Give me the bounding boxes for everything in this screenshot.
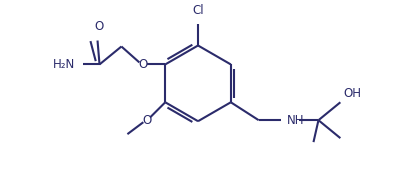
- Text: OH: OH: [343, 87, 361, 100]
- Text: O: O: [94, 19, 103, 32]
- Text: O: O: [143, 114, 152, 127]
- Text: NH: NH: [287, 114, 304, 127]
- Text: Cl: Cl: [192, 4, 204, 17]
- Text: H₂N: H₂N: [54, 58, 76, 71]
- Text: O: O: [139, 58, 148, 71]
